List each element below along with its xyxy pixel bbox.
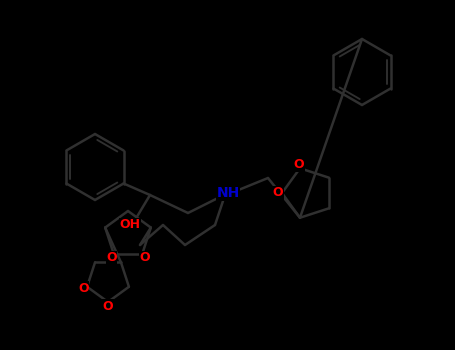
Text: O: O (293, 158, 304, 171)
Text: O: O (139, 251, 150, 264)
Text: O: O (106, 251, 117, 264)
Text: O: O (78, 281, 89, 295)
Text: OH: OH (120, 218, 141, 231)
Text: O: O (103, 300, 113, 313)
Text: NH: NH (217, 186, 240, 200)
Text: O: O (273, 187, 283, 199)
